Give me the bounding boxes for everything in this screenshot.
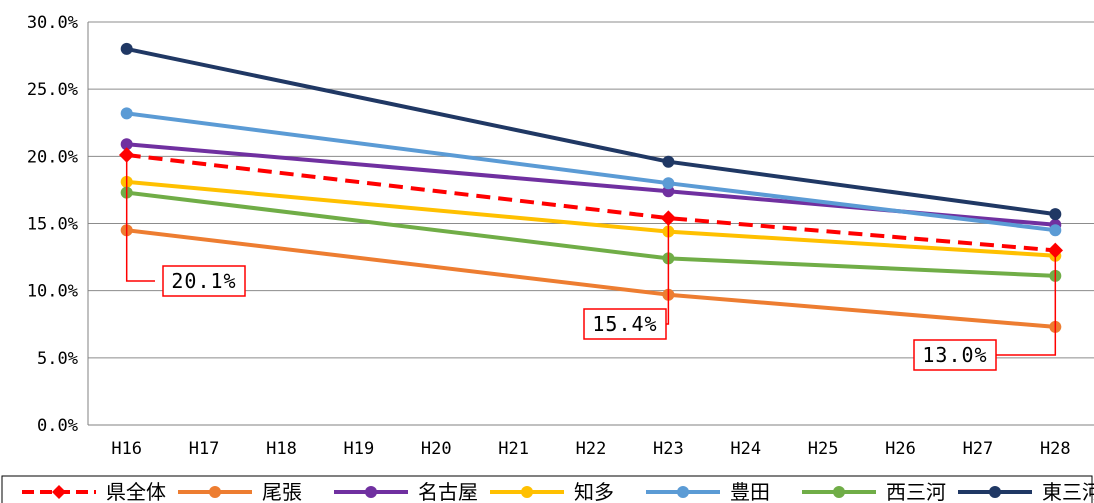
callout-label: 13.0% — [922, 343, 987, 367]
data-point — [120, 138, 133, 151]
y-tick-label: 10.0% — [27, 282, 78, 302]
x-tick-label: H23 — [653, 439, 684, 459]
legend-swatch-marker — [365, 486, 377, 498]
x-tick-label: H22 — [576, 439, 607, 459]
legend-label: 尾張 — [262, 480, 302, 503]
x-tick-label: H20 — [421, 439, 452, 459]
x-tick-label: H27 — [963, 439, 994, 459]
x-tick-label: H24 — [730, 439, 761, 459]
legend-swatch-marker — [521, 486, 533, 498]
x-tick-label: H17 — [189, 439, 220, 459]
x-tick-label: H19 — [343, 439, 374, 459]
y-tick-label: 15.0% — [27, 215, 78, 235]
x-tick-label: H16 — [111, 439, 142, 459]
legend-label: 知多 — [574, 480, 614, 503]
legend: 県全体 尾張 名古屋 知多 豊田 西三河 東三河 — [1, 475, 1094, 503]
callout-label: 15.4% — [592, 312, 657, 336]
legend-swatch-marker — [52, 485, 66, 499]
legend-swatch-marker — [989, 486, 1001, 498]
series-line — [126, 153, 1056, 253]
x-tick-label: H18 — [266, 439, 297, 459]
x-tick-label: H26 — [885, 439, 916, 459]
data-point — [1049, 224, 1062, 237]
legend-label: 西三河 — [886, 480, 946, 503]
callouts: 20.1% 15.4% 13.0% — [125, 154, 1057, 371]
callout-label: 20.1% — [171, 269, 236, 293]
x-tick-label: H21 — [498, 439, 529, 459]
x-tick-label: H28 — [1040, 439, 1071, 459]
y-tick-label: 0.0% — [37, 416, 78, 436]
legend-label: 県全体 — [106, 480, 166, 503]
series-lines — [118, 42, 1064, 333]
y-tick-label: 20.0% — [27, 147, 78, 167]
legend-swatch-marker — [209, 486, 221, 498]
axes: 0.0% 5.0% 10.0% 15.0% 20.0% 25.0% 30.0% H16 H17 H… — [27, 13, 1071, 459]
legend-label: 東三河 — [1042, 480, 1094, 503]
callout-box — [583, 308, 667, 340]
data-point — [120, 42, 133, 55]
callout-box — [162, 265, 246, 297]
legend-swatch-marker — [833, 486, 845, 498]
series-line — [124, 179, 1058, 258]
data-point — [1049, 208, 1062, 221]
legend-label: 豊田 — [730, 480, 770, 503]
callout-box — [913, 339, 997, 371]
data-point — [662, 177, 675, 190]
legend-label: 名古屋 — [418, 480, 478, 503]
y-tick-label: 25.0% — [27, 80, 78, 100]
legend-box — [1, 475, 1093, 503]
callout-leader — [125, 154, 155, 282]
y-tick-label: 30.0% — [27, 13, 78, 33]
data-point — [120, 107, 133, 120]
legend-swatch-marker — [677, 486, 689, 498]
x-tick-label: H25 — [808, 439, 839, 459]
data-point — [662, 155, 675, 168]
y-tick-label: 5.0% — [37, 349, 78, 369]
callout-leader — [995, 250, 1057, 356]
series-line — [124, 190, 1058, 278]
